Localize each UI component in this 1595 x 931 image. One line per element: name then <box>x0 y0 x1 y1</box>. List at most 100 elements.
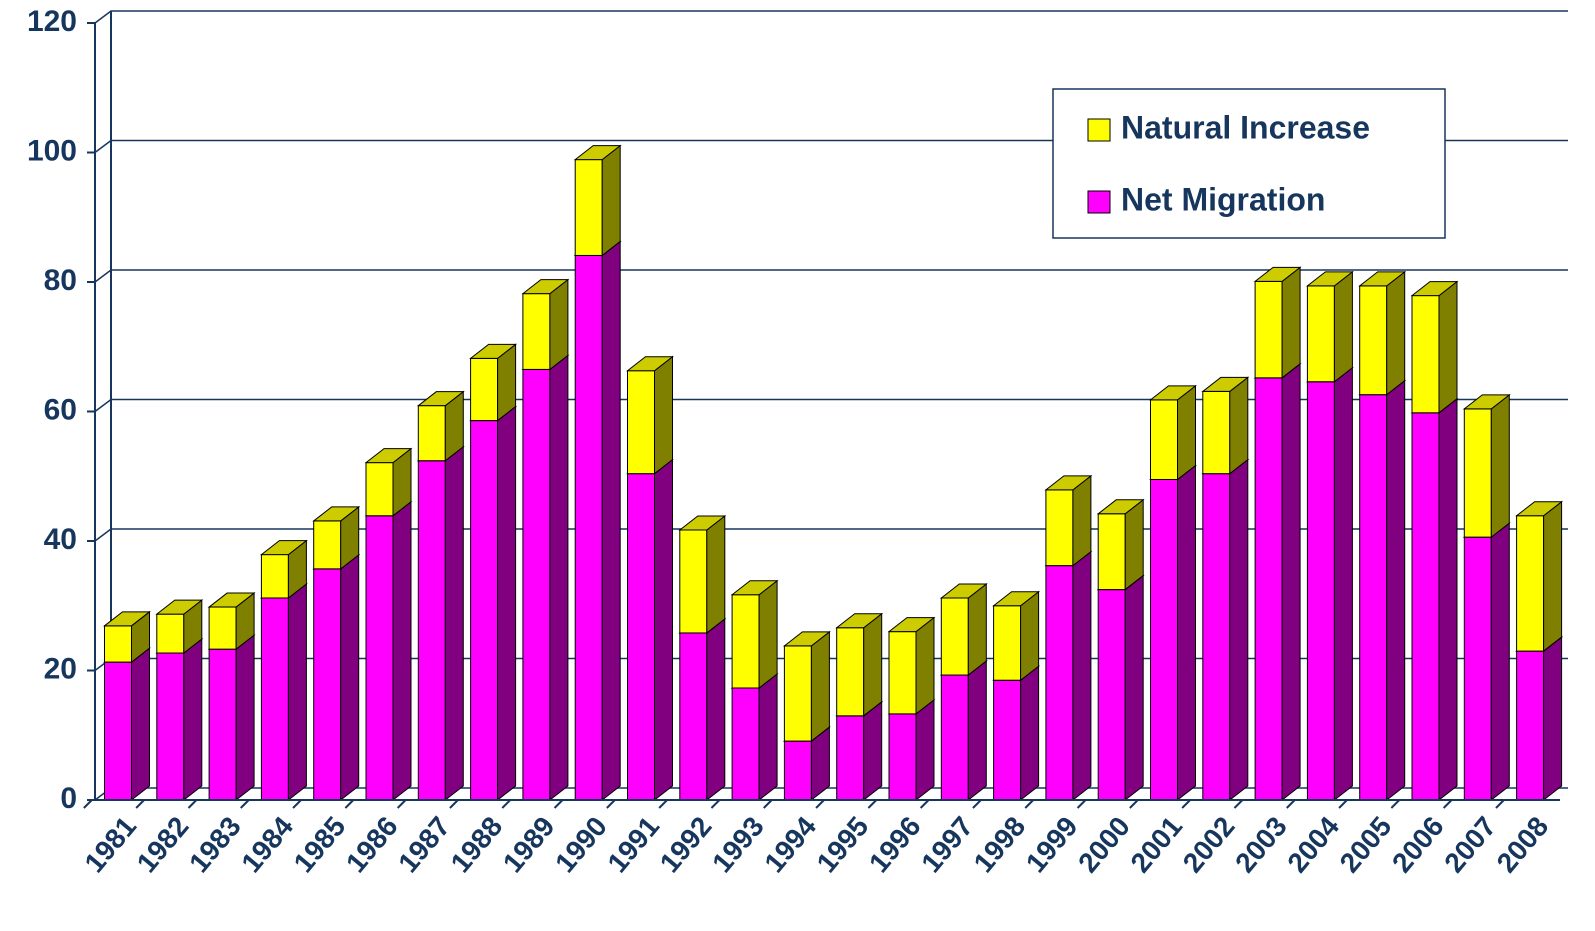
x-tick <box>710 799 721 809</box>
bar-front <box>1150 478 1178 801</box>
x-tick <box>135 799 145 809</box>
bar-top <box>207 592 256 608</box>
bar-front <box>1359 394 1388 801</box>
bar-side <box>1543 500 1563 653</box>
x-tick <box>1181 799 1191 809</box>
bar-front <box>313 520 342 570</box>
bar-side <box>1072 550 1092 802</box>
bar-side <box>1124 574 1144 802</box>
x-tick <box>449 799 459 809</box>
bar-front <box>470 357 499 422</box>
bar-front <box>1516 650 1545 801</box>
y-tick-label: 20 <box>44 652 77 685</box>
bar-front <box>1150 399 1178 480</box>
bar-side <box>601 144 621 257</box>
bar-side <box>1438 280 1458 414</box>
bar-front <box>836 715 865 801</box>
legend-swatch <box>1087 118 1111 142</box>
bar-front <box>888 631 917 715</box>
bar-front <box>940 674 969 801</box>
bar-front <box>783 645 812 742</box>
x-tick <box>815 799 825 809</box>
bar-side <box>863 700 883 802</box>
bar-top <box>259 540 308 556</box>
grid-line <box>94 10 1568 24</box>
x-tick-label: 1992 <box>654 811 718 879</box>
bar-side <box>654 355 673 475</box>
bar-front <box>104 661 132 801</box>
grid-line <box>94 269 1568 283</box>
bar-front <box>993 679 1022 801</box>
x-tick-label: 1983 <box>183 811 247 879</box>
bar-side <box>1333 270 1353 383</box>
x-tick <box>1338 799 1348 809</box>
x-tick-label: 1990 <box>549 811 613 879</box>
x-tick-label: 1985 <box>288 811 352 879</box>
x-tick-label: 1999 <box>1020 811 1084 879</box>
bar-top <box>992 591 1041 607</box>
bar-top <box>155 599 204 615</box>
x-tick <box>396 799 407 809</box>
bar-front <box>1411 412 1440 801</box>
bar-top <box>1253 266 1302 282</box>
x-tick <box>1076 799 1087 809</box>
grid-line <box>94 398 1568 413</box>
bar-front <box>836 627 865 717</box>
bar-top <box>1044 475 1093 491</box>
bar-front <box>1359 285 1388 396</box>
y-tick-label: 120 <box>27 5 77 38</box>
bar-side <box>1386 270 1406 396</box>
bar-top <box>416 391 465 407</box>
x-tick-label: 2007 <box>1438 811 1502 879</box>
bar-front <box>1306 381 1335 801</box>
bar-side <box>1229 376 1249 475</box>
x-tick-label: 2002 <box>1177 811 1241 879</box>
x-tick-label: 2006 <box>1386 811 1450 879</box>
x-tick <box>919 799 930 809</box>
bar-front <box>1254 377 1283 801</box>
x-tick-label: 1991 <box>601 811 665 879</box>
x-tick <box>344 799 355 809</box>
bar-top <box>469 343 518 359</box>
x-tick-label: 1986 <box>340 811 404 879</box>
x-tick <box>763 799 773 809</box>
bar-front <box>208 606 237 650</box>
bar-top <box>521 279 570 295</box>
bar-front <box>522 293 551 370</box>
bar-front <box>313 568 342 801</box>
x-tick-label: 1994 <box>758 810 822 878</box>
x-tick <box>292 799 302 809</box>
bar-side <box>1020 665 1040 802</box>
bar-top <box>312 506 361 522</box>
bar-front <box>1254 280 1283 379</box>
x-tick <box>553 799 564 809</box>
legend-swatch <box>1087 190 1111 214</box>
bar-side <box>1438 397 1458 802</box>
x-tick <box>1129 799 1139 809</box>
bar-front <box>1463 408 1492 538</box>
bar-side <box>1177 464 1196 802</box>
bar-top <box>573 145 622 161</box>
bar-side <box>444 445 464 802</box>
bar-front <box>417 460 446 801</box>
bar-front <box>574 254 603 801</box>
bar-side <box>967 582 987 677</box>
bar-side <box>1281 266 1301 379</box>
bar-side <box>497 405 517 802</box>
bar-front <box>679 632 708 801</box>
x-tick-label: 1988 <box>445 811 509 879</box>
x-tick-label: 1993 <box>706 811 770 879</box>
bar-side <box>1124 498 1144 591</box>
bar-side <box>392 500 412 802</box>
bar-top <box>678 515 727 531</box>
x-tick <box>1286 799 1296 809</box>
x-tick-label: 1995 <box>811 811 875 879</box>
bar-front <box>1202 473 1231 801</box>
legend-box <box>1052 88 1446 239</box>
x-tick-label: 1984 <box>235 810 299 878</box>
bar-top <box>1305 271 1354 287</box>
bar-top <box>887 617 936 633</box>
x-tick-label: 1981 <box>78 811 142 879</box>
x-tick <box>1442 799 1453 809</box>
